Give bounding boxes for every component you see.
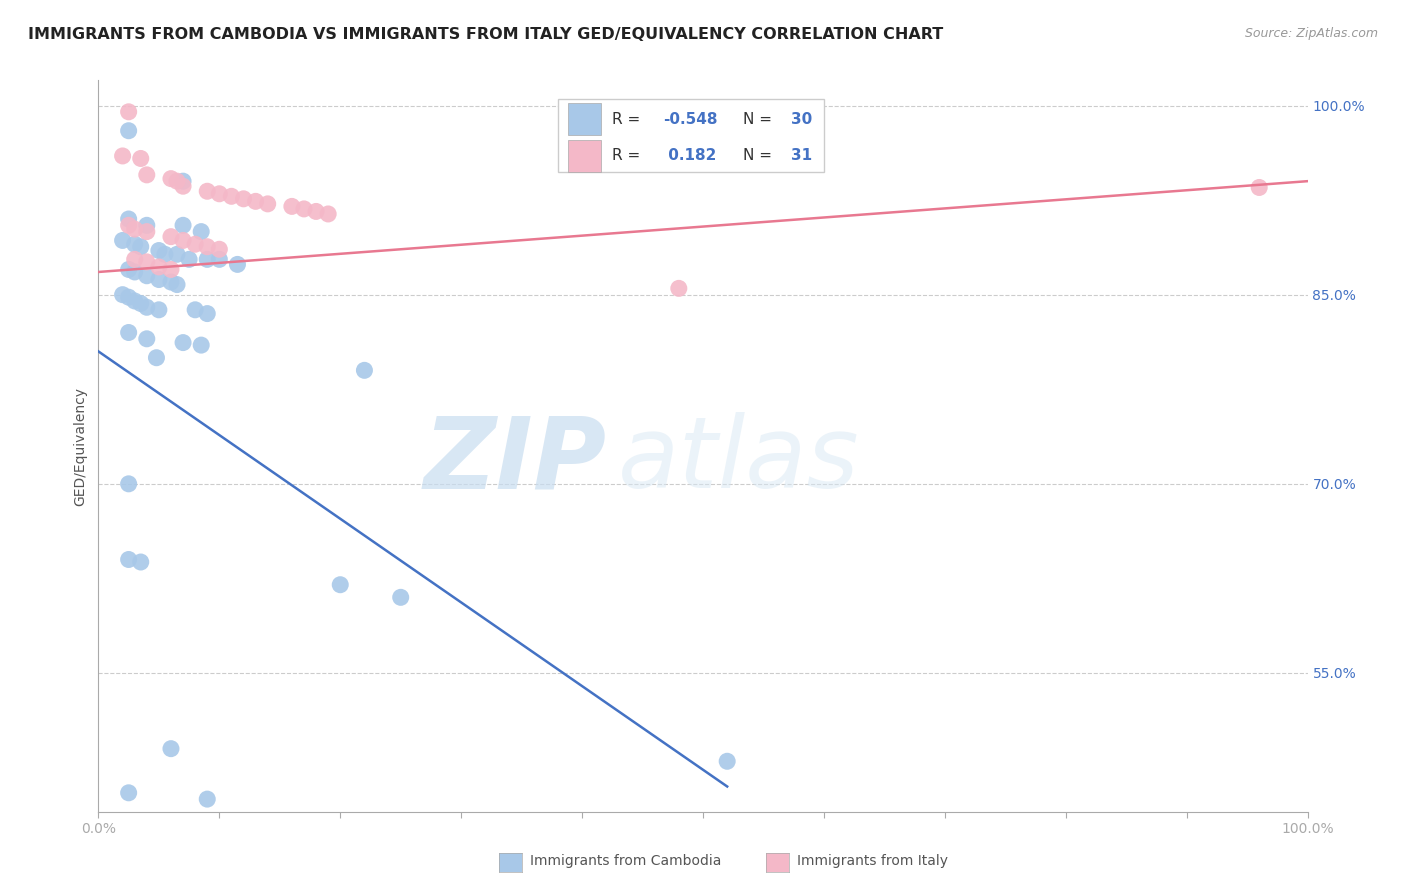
Text: N =: N = xyxy=(742,112,776,127)
Text: R =: R = xyxy=(613,112,645,127)
Point xyxy=(135,300,157,314)
Point xyxy=(118,104,141,119)
Point xyxy=(135,255,157,269)
Point xyxy=(353,363,375,377)
Point xyxy=(389,591,412,605)
Text: atlas: atlas xyxy=(619,412,860,509)
Y-axis label: GED/Equivalency: GED/Equivalency xyxy=(73,386,87,506)
Point xyxy=(153,247,176,261)
Point xyxy=(166,247,188,261)
Point xyxy=(292,202,315,216)
Point xyxy=(195,307,218,321)
Point xyxy=(111,149,134,163)
Point xyxy=(124,265,146,279)
Point xyxy=(195,792,218,806)
Point xyxy=(118,476,141,491)
Point xyxy=(124,252,146,267)
Point xyxy=(135,168,157,182)
Point xyxy=(195,252,218,267)
Point xyxy=(118,262,141,277)
Point xyxy=(129,296,152,310)
Point xyxy=(118,326,141,340)
Point xyxy=(195,184,218,198)
Point xyxy=(145,351,167,365)
Point xyxy=(135,219,157,233)
Point xyxy=(160,741,183,756)
Text: Immigrants from Cambodia: Immigrants from Cambodia xyxy=(530,854,721,868)
Point xyxy=(118,786,141,800)
Point xyxy=(208,186,231,201)
Point xyxy=(160,262,183,277)
Point xyxy=(172,234,194,248)
Point xyxy=(118,219,141,233)
Text: 31: 31 xyxy=(792,148,813,163)
Text: Source: ZipAtlas.com: Source: ZipAtlas.com xyxy=(1244,27,1378,40)
Point xyxy=(172,335,194,350)
Point xyxy=(208,242,231,256)
Text: 0.182: 0.182 xyxy=(664,148,717,163)
Point xyxy=(160,171,183,186)
Text: R =: R = xyxy=(613,148,645,163)
Point xyxy=(190,338,212,352)
Point xyxy=(329,578,352,592)
Text: Immigrants from Italy: Immigrants from Italy xyxy=(797,854,948,868)
Point xyxy=(124,293,146,308)
Point xyxy=(148,302,170,317)
Text: IMMIGRANTS FROM CAMBODIA VS IMMIGRANTS FROM ITALY GED/EQUIVALENCY CORRELATION CH: IMMIGRANTS FROM CAMBODIA VS IMMIGRANTS F… xyxy=(28,27,943,42)
Point xyxy=(184,237,207,252)
Point xyxy=(148,260,170,274)
Point xyxy=(129,555,152,569)
Point xyxy=(135,225,157,239)
Point xyxy=(135,268,157,283)
Point xyxy=(118,290,141,304)
Point xyxy=(166,277,188,292)
Text: -0.548: -0.548 xyxy=(664,112,717,127)
Point xyxy=(111,287,134,301)
Point xyxy=(166,174,188,188)
Point xyxy=(1249,180,1271,194)
Point xyxy=(184,302,207,317)
FancyBboxPatch shape xyxy=(558,99,824,171)
Point xyxy=(148,272,170,286)
Point xyxy=(118,552,141,566)
Point xyxy=(190,225,212,239)
Point xyxy=(208,252,231,267)
Point xyxy=(305,204,328,219)
Point xyxy=(160,229,183,244)
Text: 30: 30 xyxy=(792,112,813,127)
Text: ZIP: ZIP xyxy=(423,412,606,509)
Point xyxy=(111,234,134,248)
Point xyxy=(281,199,304,213)
Point xyxy=(179,252,201,267)
Bar xyxy=(568,103,602,136)
Point xyxy=(256,197,278,211)
Point xyxy=(232,192,254,206)
Point xyxy=(135,332,157,346)
Bar xyxy=(568,139,602,171)
Point xyxy=(172,179,194,194)
Point xyxy=(124,222,146,236)
Point xyxy=(118,212,141,227)
Point xyxy=(668,281,690,295)
Point xyxy=(195,240,218,254)
Point xyxy=(316,207,339,221)
Point xyxy=(118,124,141,138)
Point xyxy=(148,244,170,258)
Point xyxy=(245,194,267,209)
Point xyxy=(124,237,146,252)
Point xyxy=(160,275,183,289)
Point xyxy=(172,219,194,233)
Point xyxy=(129,240,152,254)
Point xyxy=(221,189,243,203)
Text: N =: N = xyxy=(742,148,776,163)
Point xyxy=(129,152,152,166)
Point xyxy=(716,754,738,768)
Point xyxy=(172,174,194,188)
Point xyxy=(226,257,249,271)
